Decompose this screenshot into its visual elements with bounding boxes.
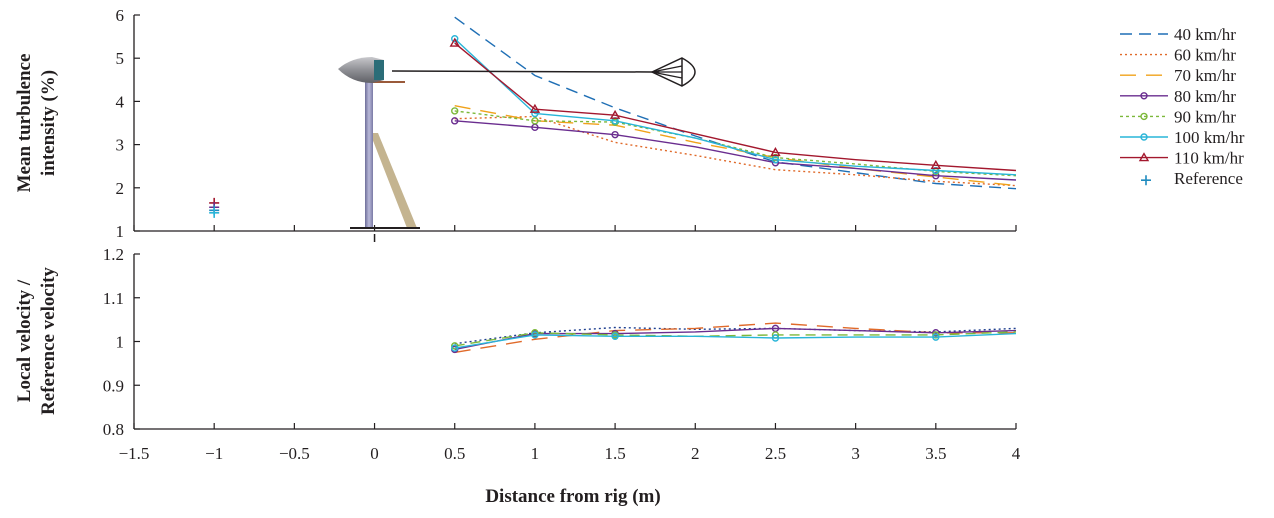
tether-line — [391, 70, 653, 73]
bottom-series-line — [454, 327, 1017, 351]
top-series-line — [454, 105, 1017, 187]
legend-label: 60 km/hr — [1174, 46, 1236, 65]
bottom-data-point — [451, 342, 459, 350]
x-axis-title: Distance from rig (m) — [485, 486, 660, 507]
top-data-point — [609, 109, 621, 119]
bottom-series-line — [454, 326, 1017, 345]
top-data-point — [770, 146, 781, 157]
legend-label: 100 km/hr — [1174, 128, 1245, 147]
x-tick-label: 0.5 — [444, 444, 465, 463]
top-y-tick-label: 6 — [116, 6, 125, 25]
legend-marker — [1140, 133, 1148, 141]
x-tick-label: 3 — [851, 444, 860, 463]
drogue-icon — [650, 57, 696, 87]
bottom-data-point — [451, 344, 459, 352]
legend-label: 90 km/hr — [1174, 107, 1236, 126]
bottom-data-point — [932, 329, 940, 337]
top-data-point — [531, 117, 539, 125]
x-tick-label: 4 — [1012, 444, 1021, 463]
bottom-data-point — [611, 332, 619, 340]
top-data-point — [449, 37, 460, 47]
turbulence-intensity-panel: 1 2 3 4 5 6 Mean turbulence intensity (%) — [14, 6, 1017, 242]
top-series-line — [454, 38, 1017, 176]
top-data-point — [771, 156, 780, 164]
x-tick-label: −1 — [205, 444, 223, 463]
bottom-y-axis-title: Local velocity / Reference velocity — [14, 267, 59, 415]
top-y-tick-label: 1 — [116, 222, 125, 241]
top-data-point — [611, 130, 619, 139]
legend-label: 80 km/hr — [1174, 87, 1236, 106]
x-tick-label: 3.5 — [925, 444, 946, 463]
bottom-y-tick-label: 0.8 — [103, 420, 124, 439]
bottom-y-tick-label: 0.9 — [103, 376, 124, 395]
top-y-tick-label: 5 — [116, 49, 125, 68]
legend-label: 40 km/hr — [1174, 25, 1236, 44]
top-data-point — [451, 107, 459, 115]
top-data-point — [930, 159, 942, 170]
bottom-series-line — [454, 332, 1017, 349]
legend-marker — [1140, 112, 1148, 121]
nacelle — [338, 57, 384, 83]
bottom-data-point — [932, 333, 940, 341]
bottom-data-point — [771, 334, 780, 342]
bottom-data-point — [531, 329, 539, 337]
legend-label: Reference — [1174, 169, 1243, 188]
legend-label: 110 km/hr — [1174, 149, 1244, 168]
bottom-y-tick-label: 1.2 — [103, 245, 124, 264]
legend-label: 70 km/hr — [1174, 66, 1236, 85]
velocity-ratio-panel: 0.8 0.9 1 1.1 1.2 −1.5 −1 −0.5 0 0.5 1 1.5 2 2.5 3 3.5 4… — [14, 245, 1021, 463]
x-tick-label: −1.5 — [119, 444, 150, 463]
top-data-point — [529, 103, 541, 113]
top-data-point — [531, 109, 539, 118]
top-y-tick-label: 4 — [116, 92, 125, 111]
x-tick-label: −0.5 — [279, 444, 310, 463]
top-y-tick-label: 3 — [116, 136, 125, 155]
bottom-y-axis-title-line: Reference velocity — [38, 267, 59, 415]
top-y-axis-title-line: intensity (%) — [38, 70, 59, 176]
top-y-axis-title-line: Mean turbulence — [14, 54, 35, 193]
bottom-y-tick-label: 1.1 — [103, 289, 124, 308]
top-y-axis-title: Mean turbulence intensity (%) — [14, 54, 59, 193]
bottom-y-tick-label: 1 — [116, 333, 125, 352]
top-data-point — [932, 172, 940, 180]
x-tick-label: 1 — [531, 444, 540, 463]
legend-marker — [1138, 152, 1150, 162]
top-data-point — [451, 117, 459, 125]
reference-point — [209, 207, 220, 218]
top-series-line — [454, 120, 1017, 181]
top-data-point — [932, 166, 940, 175]
rig-strut — [370, 133, 417, 228]
legend-marker — [1140, 92, 1148, 100]
top-data-point — [451, 35, 459, 43]
rig-illustration — [338, 57, 696, 229]
top-y-tick-label: 2 — [116, 179, 125, 198]
bottom-y-axis-title-line: Local velocity / — [14, 279, 35, 402]
x-tick-label: 2 — [691, 444, 700, 463]
legend-swatch — [1141, 175, 1151, 186]
top-series-line — [454, 115, 1017, 187]
top-series-line — [454, 42, 1017, 172]
rig-pole — [365, 82, 373, 227]
rotor-hub — [374, 60, 384, 80]
x-tick-label: 1.5 — [604, 444, 625, 463]
bottom-data-point — [531, 331, 539, 339]
x-tick-label: 0 — [370, 444, 379, 463]
bottom-series-line — [454, 331, 1017, 347]
top-series-line — [454, 110, 1017, 177]
bottom-data-point — [932, 331, 940, 339]
x-tick-label: 2.5 — [765, 444, 786, 463]
